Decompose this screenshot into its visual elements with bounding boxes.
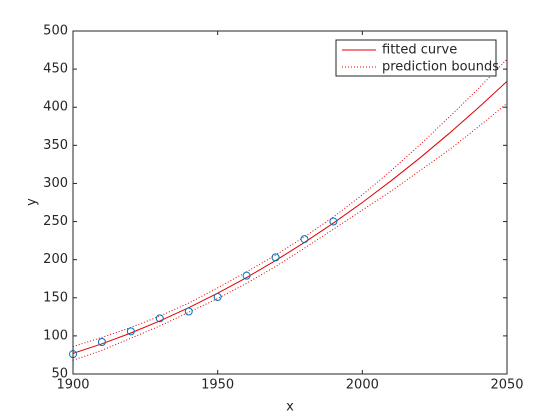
x-tick-label: 1950 [201, 378, 234, 393]
x-tick-label: 2050 [490, 378, 523, 393]
data-point [126, 327, 135, 336]
legend-label: prediction bounds [382, 60, 499, 75]
plot-area [73, 31, 507, 374]
y-tick-label: 400 [43, 100, 68, 115]
data-point [329, 217, 338, 226]
y-tick-label: 500 [43, 24, 68, 39]
y-tick-label: 100 [43, 328, 68, 343]
y-tick-label: 50 [51, 367, 68, 382]
data-point [242, 271, 251, 280]
x-axis-label: x [286, 400, 294, 415]
prediction-lower [73, 103, 507, 361]
data-point [155, 314, 164, 323]
data-point [300, 235, 309, 244]
y-tick-label: 350 [43, 138, 68, 153]
data-point [271, 253, 280, 262]
y-tick-label: 450 [43, 62, 68, 77]
y-axis-label: y [25, 198, 40, 206]
x-tick-label: 2000 [346, 378, 379, 393]
legend-label: fitted curve [382, 43, 457, 58]
legend [335, 39, 497, 77]
data-point [213, 293, 222, 302]
x-tick-label: 1900 [56, 378, 89, 393]
y-tick-label: 200 [43, 252, 68, 267]
axes-box [72, 30, 508, 375]
prediction-upper [73, 58, 507, 348]
fitted-curve [73, 80, 507, 354]
y-tick-label: 150 [43, 290, 68, 305]
data-point [184, 307, 193, 316]
y-tick-label: 300 [43, 176, 68, 191]
y-tick-label: 250 [43, 214, 68, 229]
data-point [97, 337, 106, 346]
